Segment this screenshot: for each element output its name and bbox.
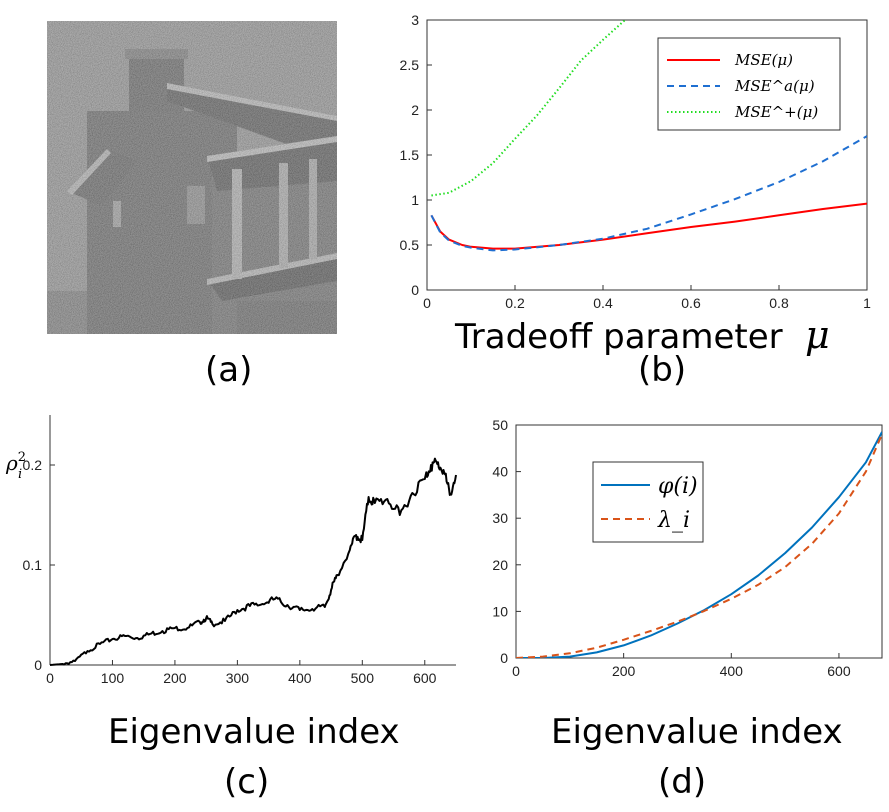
chart-d-xlabel: Eigenvalue index [551, 712, 843, 752]
house-image [47, 21, 337, 334]
y-tick-label: 10 [492, 603, 508, 619]
series-line-1 [516, 433, 882, 658]
x-tick-label: 600 [413, 670, 437, 686]
y-tick-label: 0.2 [23, 457, 43, 473]
x-tick-label: 200 [612, 663, 636, 679]
series-line-rho [49, 457, 457, 666]
label-d: (d) [658, 762, 707, 802]
legend-label: λ_i [657, 508, 690, 533]
legend-label: MSE(μ) [734, 51, 793, 69]
x-tick-label: 300 [226, 670, 250, 686]
chart-d-legend: φ(i) λ_i [592, 461, 704, 543]
y-tick-label: 0 [500, 650, 508, 666]
x-tick-label: 0 [512, 663, 520, 679]
x-tick-label: 400 [288, 670, 312, 686]
y-tick-label: 50 [492, 417, 508, 433]
chart-b-xlabel-symbol: μ [805, 313, 830, 357]
x-tick-label: 600 [827, 663, 851, 679]
x-tick-label: 0.8 [769, 295, 789, 311]
y-tick-label: 1.5 [400, 147, 420, 163]
y-tick-label: 30 [492, 510, 508, 526]
y-tick-label: 0 [34, 657, 42, 673]
x-tick-label: 100 [101, 670, 125, 686]
y-tick-label: 2 [411, 102, 419, 118]
series-line-0 [430, 202, 867, 250]
chart-b: 0 0.2 0.4 0.6 0.8 1 0 0.5 1 1.5 2 2.5 3 MSE(μ) MSE^a(μ… [400, 12, 872, 357]
y-tick-label: 0 [411, 282, 419, 298]
label-c: (c) [224, 762, 270, 802]
x-tick-label: 0 [423, 295, 431, 311]
chart-c: 0 100 200 300 400 500 600 0 0.1 0.2 ρ2 i [5, 415, 457, 686]
chart-c-ylabel: ρ2 i [5, 450, 26, 482]
x-tick-label: 200 [163, 670, 187, 686]
x-tick-label: 1 [863, 295, 871, 311]
x-tick-label: 0.2 [505, 295, 525, 311]
axes-frame [515, 424, 883, 659]
x-tick-label: 400 [720, 663, 744, 679]
y-tick-label: 2.5 [400, 57, 420, 73]
chart-b-legend: MSE(μ) MSE^a(μ) MSE^+(μ) [657, 37, 841, 131]
x-tick-label: 500 [351, 670, 375, 686]
series-line-2 [431, 20, 626, 197]
label-b: (b) [638, 350, 687, 390]
y-tick-label: 1 [411, 192, 419, 208]
x-tick-label: 0 [46, 670, 54, 686]
y-tick-label: 40 [492, 464, 508, 480]
legend-label: MSE^a(μ) [734, 77, 815, 95]
chart-c-xlabel: Eigenvalue index [108, 712, 400, 752]
y-tick-label: 20 [492, 557, 508, 573]
legend-label: φ(i) [658, 474, 698, 499]
chart-b-xlabel: Tradeoff parameter [454, 317, 783, 357]
label-a: (a) [205, 350, 253, 390]
y-tick-label: 0.1 [23, 557, 43, 573]
y-tick-label: 3 [411, 12, 419, 28]
y-tick-label: 0.5 [400, 237, 420, 253]
chart-d: 0 200 400 600 0 10 20 30 40 50 φ(i) λ_i [492, 417, 883, 679]
legend-label: MSE^+(μ) [734, 103, 818, 121]
x-tick-label: 0.6 [681, 295, 701, 311]
x-tick-label: 0.4 [593, 295, 613, 311]
